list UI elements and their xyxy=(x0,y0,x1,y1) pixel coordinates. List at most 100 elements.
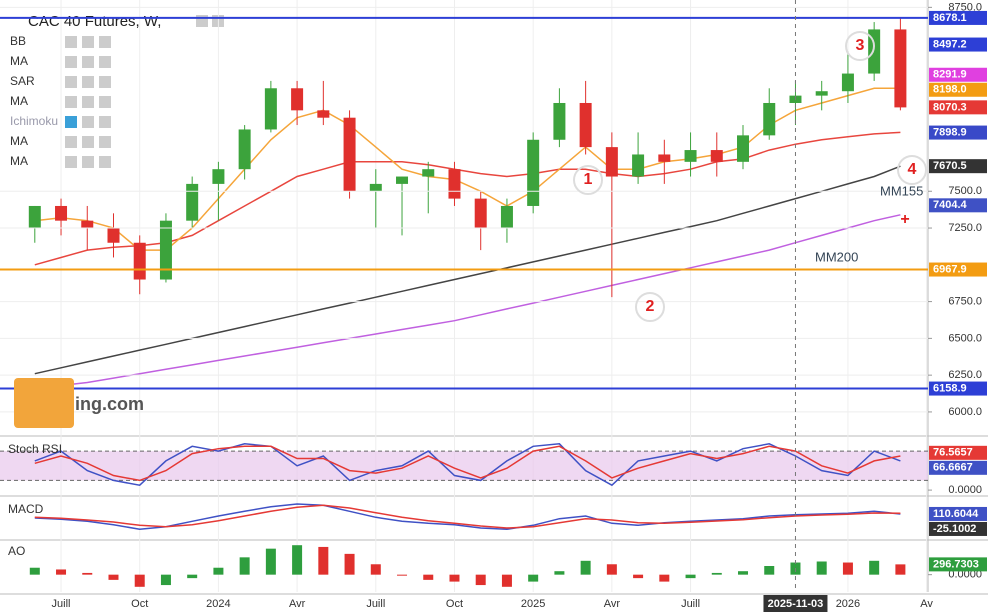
chart-title: CAC 40 Futures, W, xyxy=(28,13,161,30)
line-series xyxy=(34,445,901,482)
annotation-circle xyxy=(573,165,603,195)
watermark-logo xyxy=(14,378,74,428)
indicator-icon[interactable] xyxy=(65,96,77,108)
indicator-icon[interactable] xyxy=(65,36,77,48)
indicator-icon[interactable] xyxy=(65,156,77,168)
candle-body xyxy=(212,169,225,184)
x-tick-label: 2024 xyxy=(206,598,230,610)
candle-body xyxy=(763,102,776,136)
indicator-icon[interactable] xyxy=(99,56,111,68)
bar xyxy=(213,567,224,575)
indicator-label[interactable]: MA xyxy=(10,94,28,108)
line-series xyxy=(34,443,901,487)
bar xyxy=(82,572,93,575)
line-series xyxy=(34,87,901,251)
price-tag-label: 6967.9 xyxy=(933,263,967,275)
price-tag xyxy=(929,557,987,572)
price-tag xyxy=(929,198,987,213)
indicator-icon[interactable] xyxy=(65,76,77,88)
bar xyxy=(187,574,198,579)
bar xyxy=(869,560,880,575)
y-tick-label: 6750.0 xyxy=(948,295,982,307)
candle-body xyxy=(448,169,461,199)
indicator-icon[interactable] xyxy=(99,136,111,148)
bar xyxy=(501,574,512,587)
candle-body xyxy=(500,205,513,229)
price-tag-label: 8291.9 xyxy=(933,69,967,81)
price-tag-label: 76.5657 xyxy=(933,447,973,459)
annotation-circle xyxy=(845,31,875,61)
price-tag-label: 8198.0 xyxy=(933,84,967,96)
candle-body xyxy=(396,176,409,184)
candle-body xyxy=(186,183,199,221)
price-tag xyxy=(929,10,987,25)
price-tag xyxy=(929,381,987,396)
price-tag-label: 8497.2 xyxy=(933,38,967,50)
series-label: MM200 xyxy=(815,249,858,264)
indicator-icon[interactable] xyxy=(82,56,94,68)
x-tick-label: 2025 xyxy=(521,598,545,610)
indicator-label[interactable]: MA xyxy=(10,134,28,148)
pane-title: AO xyxy=(8,544,25,558)
price-tag xyxy=(929,506,987,521)
bar xyxy=(265,548,276,575)
bar xyxy=(423,574,434,580)
y-tick-label: 0.0000 xyxy=(948,569,982,581)
indicator-icon[interactable] xyxy=(99,76,111,88)
line-series xyxy=(34,503,901,531)
candle-body xyxy=(81,220,94,229)
x-tick-label: Avr xyxy=(289,598,306,610)
x-tick-label: Juill xyxy=(366,598,385,610)
y-tick-label: 8750.0 xyxy=(948,1,982,13)
price-tag-label: 7898.9 xyxy=(933,126,967,138)
indicator-icon[interactable] xyxy=(82,136,94,148)
indicator-icon[interactable] xyxy=(99,156,111,168)
indicator-label[interactable]: MA xyxy=(10,154,28,168)
candle-body xyxy=(317,110,330,118)
candle-body xyxy=(841,73,854,92)
candle-body xyxy=(868,29,881,74)
candle-body xyxy=(710,150,723,162)
price-tag xyxy=(929,82,987,97)
indicator-icon[interactable] xyxy=(65,116,77,128)
indicator-label[interactable]: SAR xyxy=(10,74,35,88)
indicator-icon[interactable] xyxy=(82,96,94,108)
eye-icon[interactable] xyxy=(196,15,208,27)
indicator-icon[interactable] xyxy=(82,76,94,88)
candle-body xyxy=(422,169,435,177)
indicator-icon[interactable] xyxy=(82,116,94,128)
candle-body xyxy=(159,220,172,280)
indicator-label[interactable]: BB xyxy=(10,34,26,48)
x-tick-label: Oct xyxy=(131,598,148,610)
indicator-label[interactable]: Ichimoku xyxy=(10,114,58,128)
indicator-icon[interactable] xyxy=(99,96,111,108)
pane-plot xyxy=(28,17,907,390)
band-fill xyxy=(0,451,928,481)
candle-body xyxy=(553,102,566,140)
candle-body xyxy=(133,242,146,280)
indicator-icon[interactable] xyxy=(82,156,94,168)
candle-body xyxy=(605,147,618,177)
candle-body xyxy=(658,154,671,162)
candle-body xyxy=(894,29,907,108)
price-tag xyxy=(929,262,987,277)
bar xyxy=(292,545,303,575)
candle-body xyxy=(238,129,251,170)
pane-plot xyxy=(0,443,928,487)
indicator-icon[interactable] xyxy=(99,116,111,128)
indicator-icon[interactable] xyxy=(65,136,77,148)
bar xyxy=(554,571,565,575)
bar xyxy=(108,574,119,580)
indicator-icon[interactable] xyxy=(82,36,94,48)
line-series xyxy=(34,214,901,390)
bar xyxy=(29,567,40,575)
bar xyxy=(134,574,145,587)
price-tag-label: -25.1002 xyxy=(933,523,976,535)
indicator-icon[interactable] xyxy=(99,36,111,48)
x-tick-label: Avr xyxy=(604,598,621,610)
indicator-icon[interactable] xyxy=(65,56,77,68)
price-tag xyxy=(929,37,987,52)
bar xyxy=(475,574,486,586)
indicator-label[interactable]: MA xyxy=(10,54,28,68)
